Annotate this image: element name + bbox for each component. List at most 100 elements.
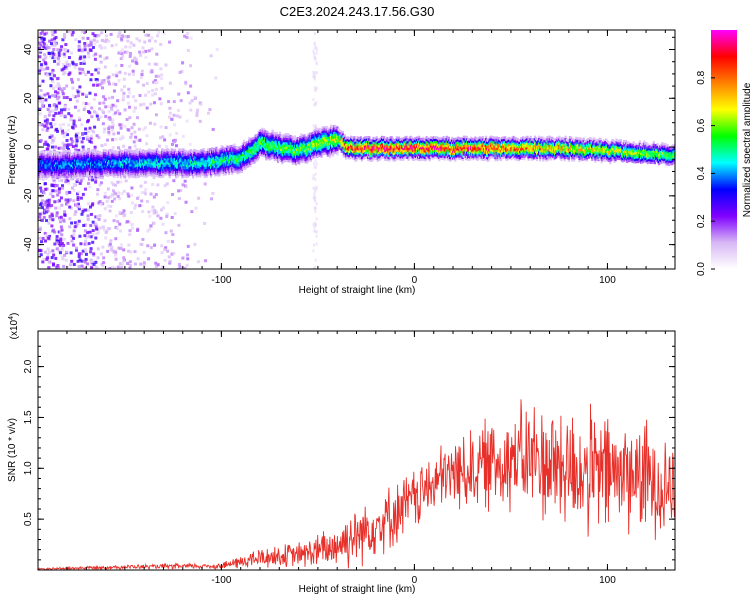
spectrogram-noise-cell [69,143,73,147]
spectrogram-noise-cell [89,78,93,82]
spectrogram-noise-cell [77,255,81,259]
spectrogram-noise-cell [134,57,138,61]
spectrogram-noise-cell [98,183,102,187]
spectrogram-noise-cell [39,138,43,142]
spectrogram-noise-cell [52,178,56,182]
spectrogram-noise-cell [116,131,120,135]
spectrogram-noise-cell [183,34,187,38]
spectrogram-noise-cell [101,264,105,268]
spectrogram-noise-cell [67,107,71,111]
spectrogram-noise-cell [52,114,56,118]
spectrogram-noise-cell [70,234,74,238]
spectrogram-noise-cell [83,266,87,269]
spectrogram-cell [187,149,190,153]
spectrogram-noise-cell [87,55,91,59]
spectrogram-noise-cell [98,226,102,230]
spectrogram-noise-cell [57,59,61,63]
spectrogram-noise-cell [94,224,98,228]
spectrogram-noise-cell [65,190,69,194]
spectrogram-noise-cell [66,143,70,147]
spectrogram-noise-cell [120,63,124,67]
spectrogram-noise-cell [107,39,111,43]
spectrogram-noise-cell [43,142,47,146]
spectrogram-noise-cell [74,248,78,252]
spectrogram-noise-cell [55,127,59,131]
spectrogram-noise-cell [115,214,119,218]
spectrogram-cell [240,170,243,174]
spectrogram-noise-cell [131,95,135,99]
spectrogram-noise-cell [100,79,104,83]
spectrogram-noise-cell [48,234,52,238]
spectrogram-noise-cell [120,123,124,127]
spectrogram-noise-cell [105,38,109,42]
spectrogram-cell [43,151,46,154]
spectrogram-noise-cell [107,80,111,84]
spectrogram-noise-cell [41,236,45,240]
spectrogram-noise-cell [314,71,317,75]
spectrogram-cell [87,151,91,154]
spectrogram-noise-cell [43,250,47,254]
spectrogram-noise-cell [42,42,46,46]
spectrogram-noise-cell [190,99,194,103]
spectrogram-cell [113,173,116,177]
spectrogram-noise-cell [47,46,51,50]
spectrogram-cell [275,134,279,137]
spectrogram-noise-cell [107,75,111,79]
spectrogram-noise-cell [159,136,163,140]
spectrogram-noise-cell [90,266,94,269]
spectrogram-noise-cell [61,129,65,133]
spectrogram-noise-cell [55,241,59,245]
spectrogram-noise-cell [75,139,79,143]
spectrogram-noise-cell [92,262,96,266]
spectrogram-noise-cell [84,229,88,233]
spectrogram-noise-cell [104,34,108,38]
spectrogram-noise-cell [132,109,136,113]
spectrogram-noise-cell [99,202,103,206]
spectrogram-noise-cell [73,221,77,225]
spectrogram-noise-cell [64,258,68,262]
spectrogram-noise-cell [168,133,172,137]
spectrogram-noise-cell [108,118,112,122]
spectrogram-noise-cell [50,204,54,208]
spectrogram-noise-cell [55,77,59,81]
spectrogram-noise-cell [54,256,58,260]
spectrogram-noise-cell [72,182,76,186]
spectrogram-cell [67,172,70,176]
spectrogram-cell [38,177,41,181]
spectrogram-noise-cell [144,188,148,192]
spectrogram-noise-cell [118,222,122,226]
spectrogram-cell [336,152,339,156]
spectrogram-noise-cell [178,115,182,119]
spectrogram-noise-cell [81,249,85,253]
spectrogram-cell [154,174,157,177]
spectrogram-noise-cell [96,247,100,251]
spectrogram-noise-cell [75,246,79,250]
spectrogram-noise-cell [139,53,143,57]
spectrogram-noise-cell [68,71,72,75]
spectrogram-noise-cell [38,47,42,51]
spectrogram-noise-cell [134,203,138,207]
spectrogram-noise-cell [167,255,171,259]
spectrogram-noise-cell [210,197,214,201]
spectrogram-noise-cell [55,199,59,203]
spectrogram-noise-cell [57,230,61,234]
spectrogram-noise-cell [166,201,170,205]
spectrogram-noise-cell [86,70,90,74]
spectrogram-noise-cell [48,214,52,218]
spectrogram-noise-cell [111,189,115,193]
spectrogram-noise-cell [161,222,165,226]
spectrogram-noise-cell [143,191,147,195]
spectrogram-noise-cell [61,62,65,66]
spectrogram-noise-cell [51,262,55,266]
spectrogram-noise-cell [38,34,42,38]
spectrogram-noise-cell [313,46,316,50]
spectrogram-noise-cell [95,83,99,87]
spectrogram-noise-cell [97,33,101,37]
spectrogram-noise-cell [62,67,66,71]
spectrogram-noise-cell [75,180,79,184]
spectrogram-noise-cell [94,68,98,72]
spectrogram-noise-cell [43,119,47,123]
spectrogram-noise-cell [43,61,47,65]
spectrogram-cells [38,30,675,269]
spectrogram-noise-cell [54,35,58,39]
